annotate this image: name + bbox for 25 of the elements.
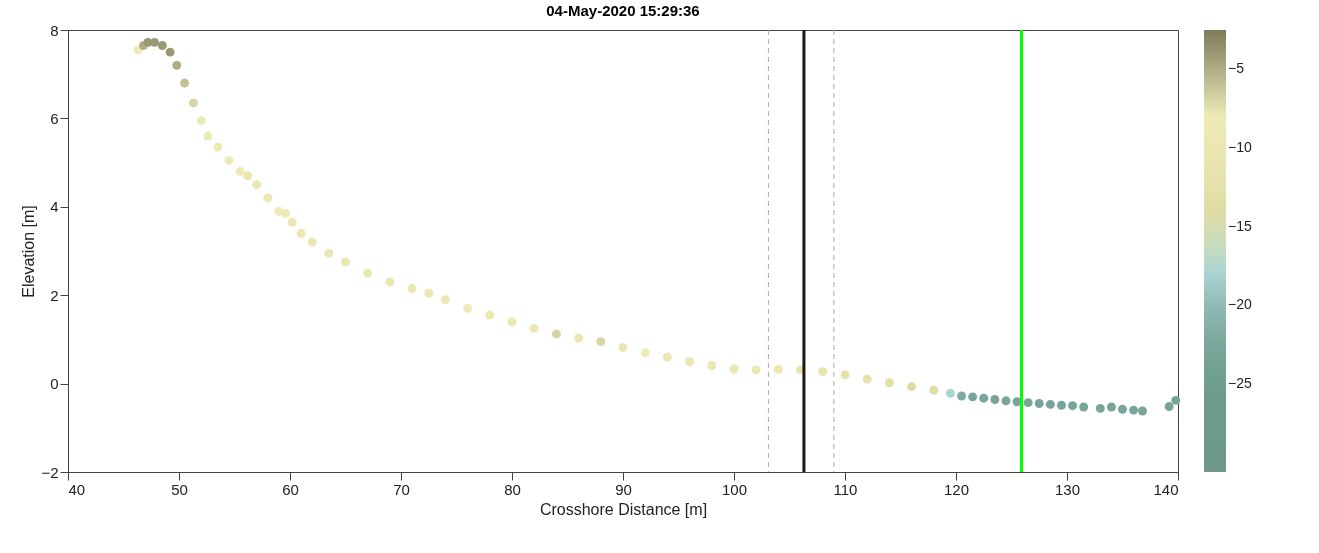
y-tick-label: 4 [50,198,59,216]
x-tick-label: 90 [615,480,632,498]
color-bar-label: −5 [1228,60,1245,77]
y-tick-label: 0 [50,375,59,393]
x-tick-label: 50 [171,480,188,498]
color-bar-label: −10 [1228,138,1252,155]
y-tick-label: −2 [41,463,59,481]
x-tick-label: 40 [68,480,86,498]
color-bar-label: −20 [1228,296,1252,313]
chart-title: 04-May-2020 15:29:36 [546,2,700,19]
x-tick-label: 120 [943,480,970,498]
color-bar-label: −25 [1228,374,1252,391]
x-tick-label: 130 [1054,480,1081,498]
x-tick-label: 110 [833,480,858,498]
y-tick-label: 8 [50,21,59,39]
x-tick-label: 140 [1153,480,1179,498]
x-tick-label: 80 [504,480,521,498]
y-tick-label: 6 [50,109,59,127]
y-tick-label: 2 [50,286,59,304]
x-tick-label: 60 [282,480,299,498]
color-bar-label: −15 [1228,217,1252,234]
x-tick-label: 70 [393,480,410,498]
y-axis-title: Elevation [m] [20,205,38,298]
x-axis-title: Crosshore Distance [m] [539,500,708,518]
x-tick-label: 100 [721,480,748,498]
